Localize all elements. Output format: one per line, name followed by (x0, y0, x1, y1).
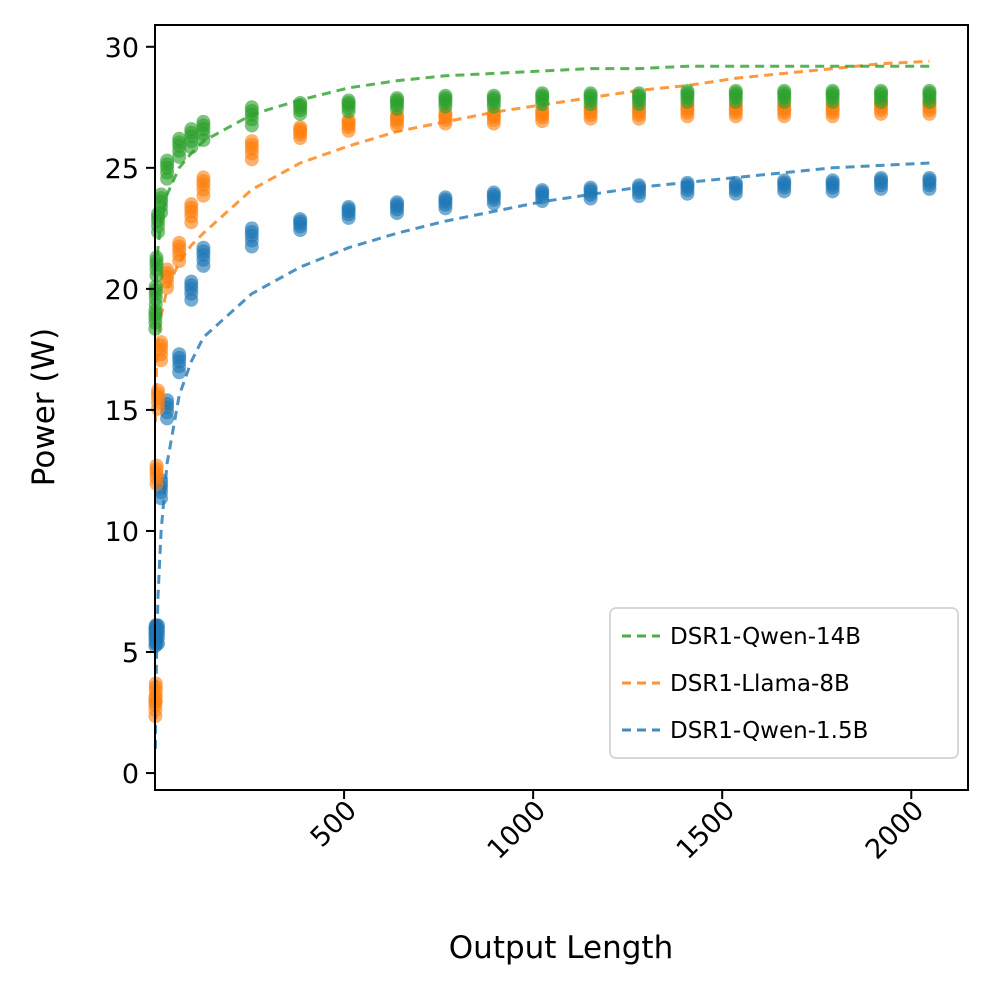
x-tick-label: 1500 (671, 795, 742, 866)
scatter-point (184, 292, 199, 307)
scatter-point (728, 86, 743, 101)
scatter-point (172, 135, 187, 150)
scatter-point (438, 192, 453, 207)
scatter-point (160, 157, 175, 172)
scatter-point (777, 175, 792, 190)
scatter-point (160, 266, 175, 281)
scatter-point (196, 244, 211, 259)
legend-item: DSR1-Llama-8B (622, 671, 850, 697)
scatter-point (184, 125, 199, 140)
scatter-point (632, 88, 647, 103)
x-axis: 500 1000 1500 2000 (305, 790, 931, 866)
fit-line (153, 64, 930, 331)
scatter-point (149, 476, 164, 491)
scatter-point (486, 187, 501, 202)
y-tick-label: 15 (105, 396, 139, 427)
scatter-point (680, 178, 695, 193)
series-DSR1-Qwen-14B (148, 64, 937, 336)
scatter-point (244, 118, 259, 133)
scatter-point (244, 239, 259, 254)
scatter-point (196, 188, 211, 203)
scatter-point (293, 214, 308, 229)
scatter-point (535, 185, 550, 200)
legend-label: DSR1-Qwen-14B (670, 624, 861, 650)
scatter-point (154, 491, 169, 506)
scatter-point (244, 152, 259, 167)
scatter-point (922, 86, 937, 101)
plot-frame (154, 24, 969, 791)
y-axis-label: Power (W) (26, 328, 62, 486)
scatter-point (244, 224, 259, 239)
scatter-point (196, 118, 211, 133)
legend-item: DSR1-Qwen-14B (622, 624, 861, 650)
scatter-point (172, 239, 187, 254)
scatter-point (293, 122, 308, 137)
scatter-point (184, 200, 199, 215)
scatter-point (777, 86, 792, 101)
y-tick-label: 30 (105, 33, 139, 64)
scatter-point (680, 86, 695, 101)
scatter-point (184, 215, 199, 230)
scatter-point (390, 197, 405, 212)
scatter-point (728, 178, 743, 193)
scatter-point (160, 411, 175, 426)
scatter-point (486, 90, 501, 105)
x-tick-label: 500 (305, 795, 363, 853)
y-tick-label: 20 (105, 275, 139, 306)
scatter-point (184, 278, 199, 293)
legend-box (609, 607, 959, 759)
scatter-point (151, 401, 166, 416)
scatter-point (583, 88, 598, 103)
series-DSR1-Llama-8B (148, 59, 937, 724)
legend: DSR1-Qwen-14B DSR1-Llama-8B DSR1-Qwen-1.5B (609, 607, 959, 759)
scatter-point (172, 350, 187, 365)
scatter-point (160, 171, 175, 186)
scatter-point (196, 258, 211, 273)
scatter-point (390, 93, 405, 108)
scatter-point (244, 137, 259, 152)
scatter-point (438, 90, 453, 105)
scatter-point (154, 338, 169, 353)
scatter-point (196, 174, 211, 189)
y-tick-label: 0 (122, 759, 139, 790)
y-axis: 0 5 10 15 20 25 30 (105, 33, 155, 790)
scatter-point (172, 365, 187, 380)
legend-label: DSR1-Llama-8B (670, 671, 850, 697)
scatter-point (922, 173, 937, 188)
legend-label: DSR1-Qwen-1.5B (670, 718, 868, 744)
scatter-point (535, 88, 550, 103)
scatter-point (341, 95, 356, 110)
legend-item: DSR1-Qwen-1.5B (622, 718, 868, 744)
scatter-point (151, 387, 166, 402)
series-DSR1-Qwen-1.5B (148, 161, 937, 749)
scatter-point (341, 115, 356, 130)
y-tick-label: 10 (105, 517, 139, 548)
scatter-point (149, 462, 164, 477)
x-axis-label: Output Length (449, 930, 673, 966)
y-tick-label: 25 (105, 154, 139, 185)
scatter-point (172, 149, 187, 164)
scatter-point (874, 86, 889, 101)
scatter-point (341, 202, 356, 217)
scatter-point (825, 175, 840, 190)
fit-line (153, 59, 930, 423)
scatter-point (874, 173, 889, 188)
fit-line (153, 161, 930, 749)
y-tick-label: 5 (122, 638, 139, 669)
x-tick-label: 1000 (482, 795, 553, 866)
scatter-point (149, 268, 164, 283)
plot-area (148, 59, 937, 749)
x-tick-label: 2000 (860, 795, 931, 866)
scatter-point (825, 86, 840, 101)
